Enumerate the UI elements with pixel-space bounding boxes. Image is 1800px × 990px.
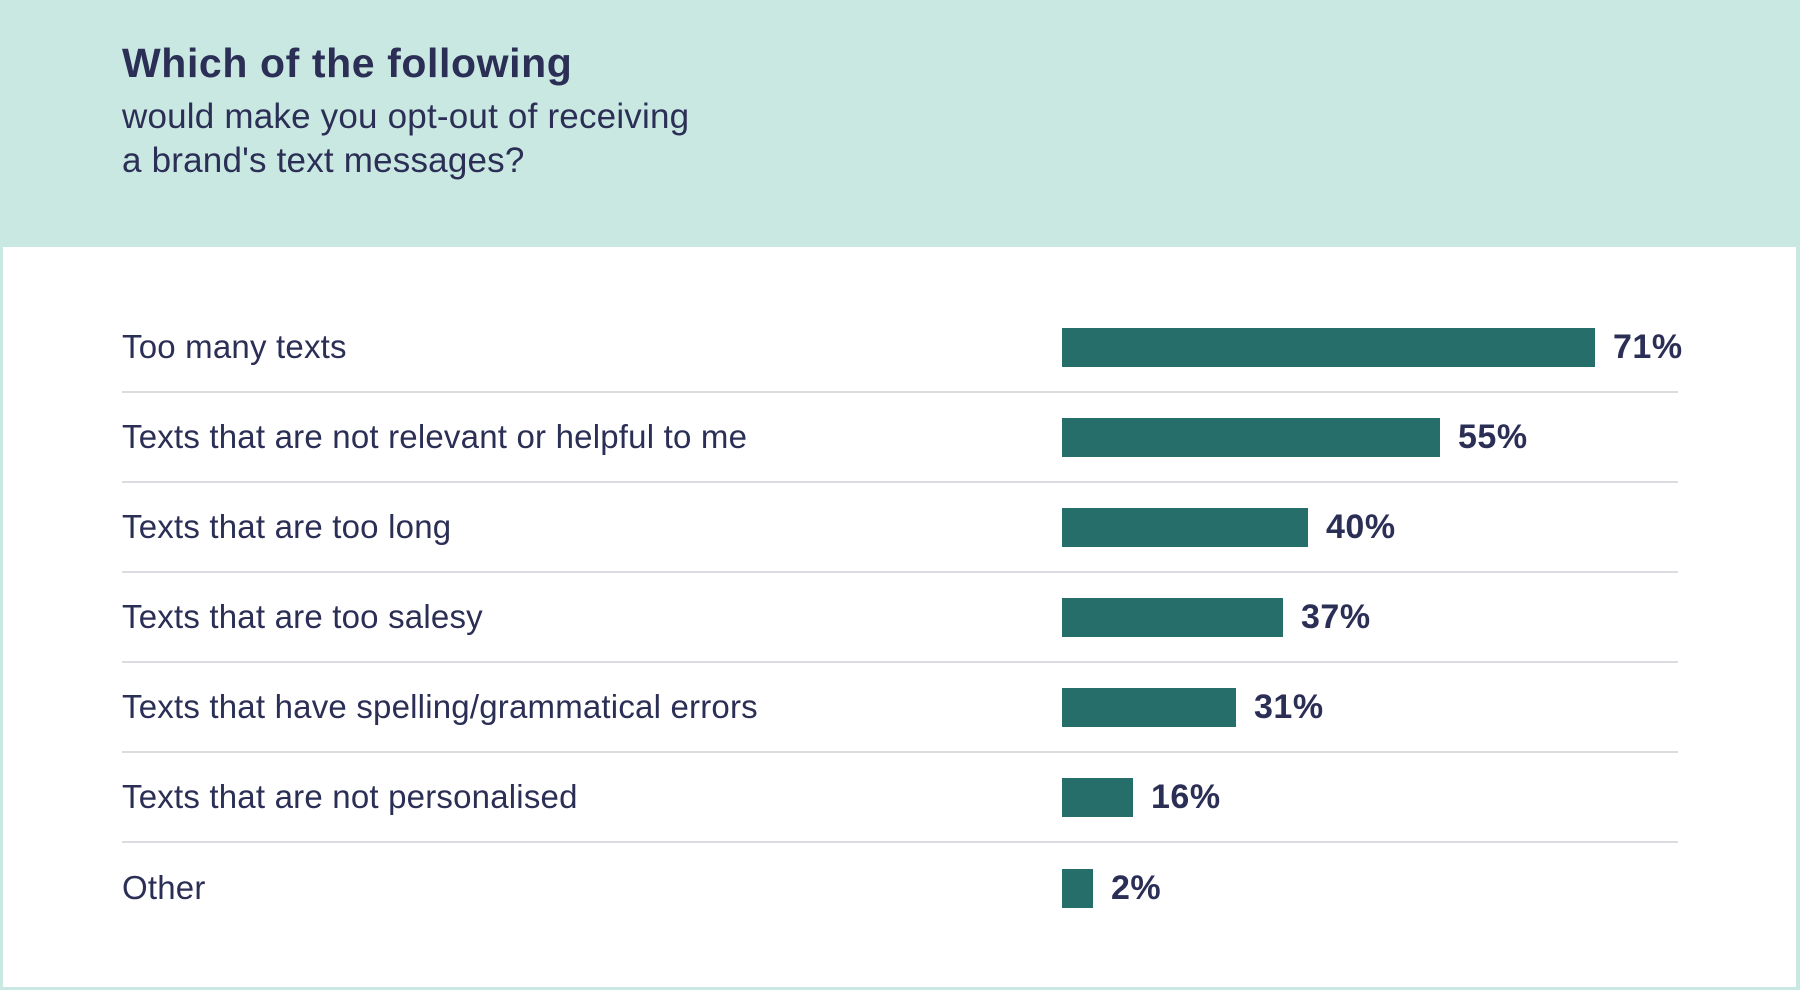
chart-row: Too many texts 71% <box>122 303 1682 393</box>
category-label: Too many texts <box>122 328 347 365</box>
value-label: 31% <box>1254 687 1324 726</box>
bar <box>1062 417 1440 457</box>
chart-header: Which of the following would make you op… <box>0 0 1800 247</box>
category-label: Texts that have spelling/grammatical err… <box>122 688 758 725</box>
bar <box>1062 507 1308 547</box>
value-label: 55% <box>1458 417 1528 456</box>
value-label: 40% <box>1326 507 1396 546</box>
category-label: Other <box>122 869 206 906</box>
value-label: 37% <box>1301 597 1371 636</box>
chart-row: Texts that are not relevant or helpful t… <box>122 393 1678 483</box>
value-label: 2% <box>1111 868 1162 907</box>
chart-row: Texts that are too salesy 37% <box>122 573 1678 663</box>
category-label: Texts that are not relevant or helpful t… <box>122 418 748 455</box>
chart-row: Texts that are not personalised 16% <box>122 753 1678 843</box>
value-label: 71% <box>1613 327 1683 366</box>
bar <box>1062 327 1595 367</box>
chart-row: Texts that are too long 40% <box>122 483 1678 573</box>
chart-title: Which of the following <box>122 40 573 86</box>
bar <box>1062 597 1283 637</box>
category-label: Texts that are too long <box>122 508 452 545</box>
value-label: 16% <box>1151 777 1221 816</box>
chart-panel: Too many texts 71% Texts that are not rele… <box>3 247 1796 987</box>
category-label: Texts that are too salesy <box>122 598 483 635</box>
bar <box>1062 777 1133 817</box>
category-label: Texts that are not personalised <box>122 778 578 815</box>
bar <box>1062 687 1236 727</box>
chart-row: Texts that have spelling/grammatical err… <box>122 663 1678 753</box>
chart-rows: Too many texts 71% Texts that are not rele… <box>122 303 1682 933</box>
chart-row: Other 2% <box>122 843 1678 933</box>
chart-subtitle-line-1: would make you opt-out of receiving <box>122 97 690 136</box>
chart-subtitle-line-2: a brand's text messages? <box>122 141 525 180</box>
bar <box>1062 868 1093 908</box>
